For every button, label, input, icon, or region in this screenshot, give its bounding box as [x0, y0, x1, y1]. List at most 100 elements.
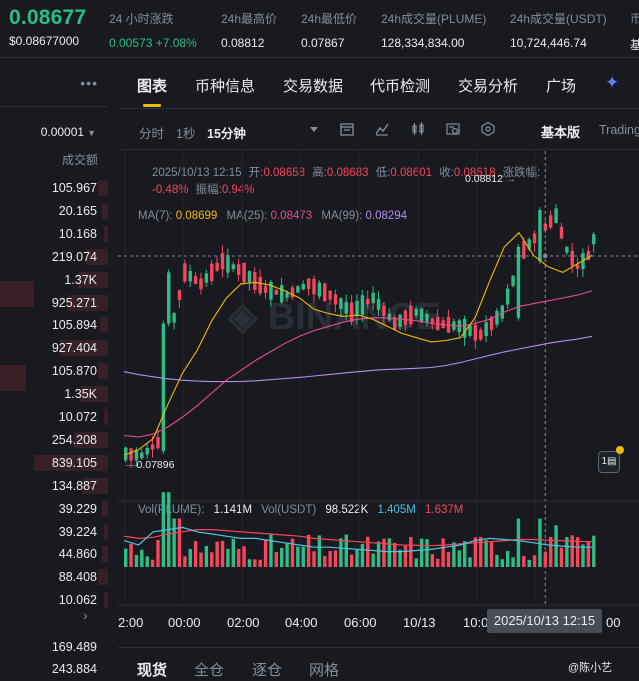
volume-bar — [183, 556, 187, 567]
calendar-icon[interactable] — [339, 121, 355, 137]
tab-square[interactable]: 广场 — [546, 78, 577, 95]
template-settings-icon[interactable] — [445, 121, 461, 137]
tab-spot[interactable]: 现货 — [137, 662, 168, 679]
tab-trade-analysis[interactable]: 交易分析 — [458, 78, 519, 95]
candle-body — [167, 272, 171, 324]
depth-bar — [98, 363, 108, 380]
volume-bar — [344, 534, 348, 567]
candle-body — [570, 250, 574, 266]
volume-bar — [581, 544, 585, 567]
candle-body — [403, 310, 408, 326]
orderbook-row[interactable]: 169.489 — [0, 637, 108, 657]
volume-bar — [269, 534, 273, 567]
low-label: 低: — [375, 167, 391, 179]
orderbook-row[interactable]: 105.894 — [0, 315, 108, 335]
orderbook-row[interactable]: 44.860 — [0, 544, 108, 564]
orderbook-row[interactable]: 839.105 — [0, 453, 108, 473]
vol-plume-label: Vol(PLUME): — [138, 504, 205, 516]
candle-body — [366, 298, 370, 305]
ai-sparkle-icon[interactable]: ✦ — [605, 73, 620, 92]
crosshair-dot — [543, 253, 548, 259]
orderbook-row[interactable]: 254.208 — [0, 430, 108, 450]
orderbook-row[interactable]: 1.37K — [0, 270, 108, 290]
orderbook-row[interactable]: 105.967 — [0, 178, 108, 198]
volume-bar — [339, 538, 343, 567]
volume-bar — [215, 541, 219, 567]
orderbook-row[interactable]: 134.887 — [0, 476, 108, 496]
ma99-line — [123, 335, 593, 383]
ma99-value: 0.08294 — [365, 210, 408, 222]
change-value: -0.48% — [152, 184, 189, 196]
volume-bar — [247, 559, 252, 567]
more-options-icon[interactable]: ••• — [80, 75, 98, 91]
ma99-label: MA(99): — [321, 210, 363, 222]
volume-bar — [296, 546, 300, 567]
tab-grid[interactable]: 网格 — [309, 662, 340, 679]
volume-bar — [323, 555, 327, 567]
orderbook-row[interactable]: 219.074 — [0, 247, 108, 267]
orderbook-row[interactable]: 10.062 — [0, 590, 108, 610]
candle-body — [210, 263, 214, 282]
time-tick: 06:00 — [344, 615, 377, 630]
volume-bar — [382, 538, 386, 567]
candlestick-chart[interactable]: ◈ BINANCE — [118, 151, 639, 607]
orderbook-row[interactable]: 39.229 — [0, 499, 108, 519]
volume-bar — [484, 540, 488, 567]
trade-mode-tabs: 现货 全仓 逐仓 网格 — [118, 647, 639, 681]
candle-body — [177, 290, 182, 300]
time-tick: 04:00 — [285, 615, 318, 630]
orderbook-row[interactable]: 1.35K — [0, 384, 108, 404]
tab-token-check[interactable]: 代币检测 — [370, 78, 431, 95]
orderbook-row[interactable]: 105.870 — [0, 361, 108, 381]
candle-body — [306, 278, 311, 290]
tab-chart[interactable]: 图表 — [137, 78, 168, 95]
candle-body — [183, 263, 187, 282]
indicator-icon[interactable] — [374, 121, 390, 137]
orderbook-row[interactable]: 927.404 — [0, 338, 108, 358]
candle-body — [495, 310, 499, 325]
orderbook-row-value: 10.072 — [58, 410, 97, 424]
orderbook-row[interactable]: 10.072 — [0, 407, 108, 427]
chevron-right-icon[interactable]: › — [83, 607, 88, 623]
tab-isolated[interactable]: 逐仓 — [252, 662, 283, 679]
candle-body — [172, 313, 176, 323]
tradingview-toggle[interactable]: TradingView — [599, 123, 639, 137]
orderbook-row[interactable]: 88.408 — [0, 567, 108, 587]
orderbook-row[interactable]: 925.271 — [0, 293, 108, 313]
volume-bar — [312, 551, 316, 567]
vol-ma2-value: 1.637M — [425, 504, 464, 516]
hexagon-settings-icon[interactable] — [480, 121, 496, 137]
candle-body — [296, 286, 300, 293]
precision-select[interactable]: 0.00001 ▼ — [41, 125, 96, 139]
tab-cross[interactable]: 全仓 — [194, 662, 225, 679]
orderbook-row-value: 1.37K — [64, 272, 97, 287]
volume-bar — [409, 536, 413, 567]
orderbook-row[interactable]: 10.168 — [0, 224, 108, 244]
notification-dot — [616, 446, 624, 454]
candle-body — [575, 264, 580, 269]
orderbook-row[interactable]: 243.884 — [0, 659, 108, 679]
orderbook-row-value: 134.887 — [51, 478, 97, 493]
order-book-toggle-icon[interactable]: 1▤ — [598, 451, 620, 473]
orderbook-row[interactable]: 20.165 — [0, 201, 108, 221]
volume-bar — [156, 539, 160, 567]
amplitude-label: 振幅: — [195, 184, 222, 196]
candle-type-icon[interactable] — [410, 121, 426, 137]
interval-15m[interactable]: 15分钟 — [207, 127, 246, 141]
candle-body — [339, 298, 343, 310]
volume-bar — [565, 537, 569, 567]
volume-bar — [280, 547, 284, 567]
crosshair-time-label: 2025/10/13 12:15 — [487, 609, 602, 633]
orderbook-row[interactable]: 39.224 — [0, 522, 108, 542]
depth-bar — [104, 225, 108, 242]
tab-trading-data[interactable]: 交易数据 — [283, 78, 344, 95]
interval-time-share[interactable]: 分时 — [139, 127, 165, 141]
basic-view-toggle[interactable]: 基本版 — [541, 125, 581, 140]
interval-1s[interactable]: 1秒 — [176, 127, 196, 141]
volume-bar — [355, 549, 359, 567]
interval-dropdown-icon[interactable] — [306, 121, 322, 137]
candle-body — [134, 449, 139, 461]
ma-legend: MA(7): 0.08699 MA(25): 0.08473 MA(99): 0… — [138, 210, 407, 222]
tab-coin-info[interactable]: 币种信息 — [195, 78, 256, 95]
volume-bar — [177, 518, 182, 567]
